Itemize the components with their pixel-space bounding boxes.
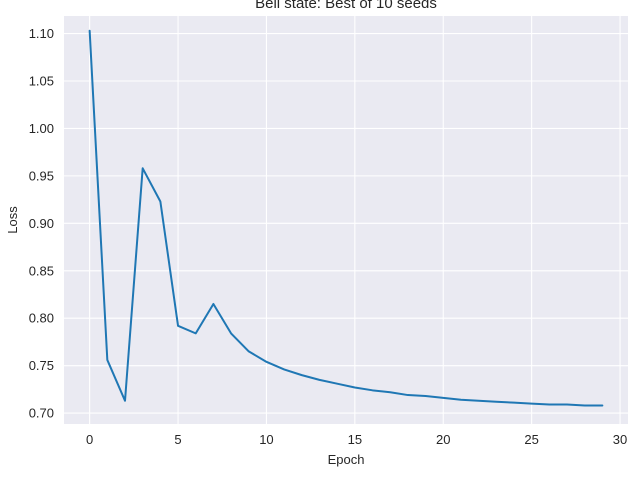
loss-series-line bbox=[88, 29, 604, 407]
y-tick-label: 1.10 bbox=[29, 26, 54, 41]
x-tick-label: 15 bbox=[348, 432, 362, 447]
y-tick-label: 0.70 bbox=[29, 406, 54, 421]
y-tick-label: 0.90 bbox=[29, 216, 54, 231]
y-tick-label: 1.00 bbox=[29, 121, 54, 136]
x-axis-ticks: 0 5 10 15 20 25 30 bbox=[86, 432, 627, 447]
x-tick-label: 10 bbox=[259, 432, 273, 447]
y-tick-label: 0.85 bbox=[29, 263, 54, 278]
x-tick-label: 0 bbox=[86, 432, 93, 447]
y-tick-label: 1.05 bbox=[29, 73, 54, 88]
x-tick-label: 20 bbox=[436, 432, 450, 447]
y-axis-label: Loss bbox=[5, 206, 20, 234]
plot-area bbox=[64, 16, 628, 424]
x-tick-label: 30 bbox=[613, 432, 627, 447]
series-layer bbox=[88, 29, 604, 407]
x-axis-label: Epoch bbox=[328, 452, 365, 467]
y-tick-label: 0.95 bbox=[29, 168, 54, 183]
y-tick-label: 0.80 bbox=[29, 311, 54, 326]
x-tick-label: 5 bbox=[174, 432, 181, 447]
y-axis-ticks: 0.70 0.75 0.80 0.85 0.90 0.95 1.00 1.05 1.10 bbox=[29, 26, 54, 421]
x-tick-label: 25 bbox=[524, 432, 538, 447]
y-tick-label: 0.75 bbox=[29, 358, 54, 373]
grid bbox=[64, 16, 628, 424]
chart-title: Bell state: Best of 10 seeds bbox=[255, 0, 437, 12]
